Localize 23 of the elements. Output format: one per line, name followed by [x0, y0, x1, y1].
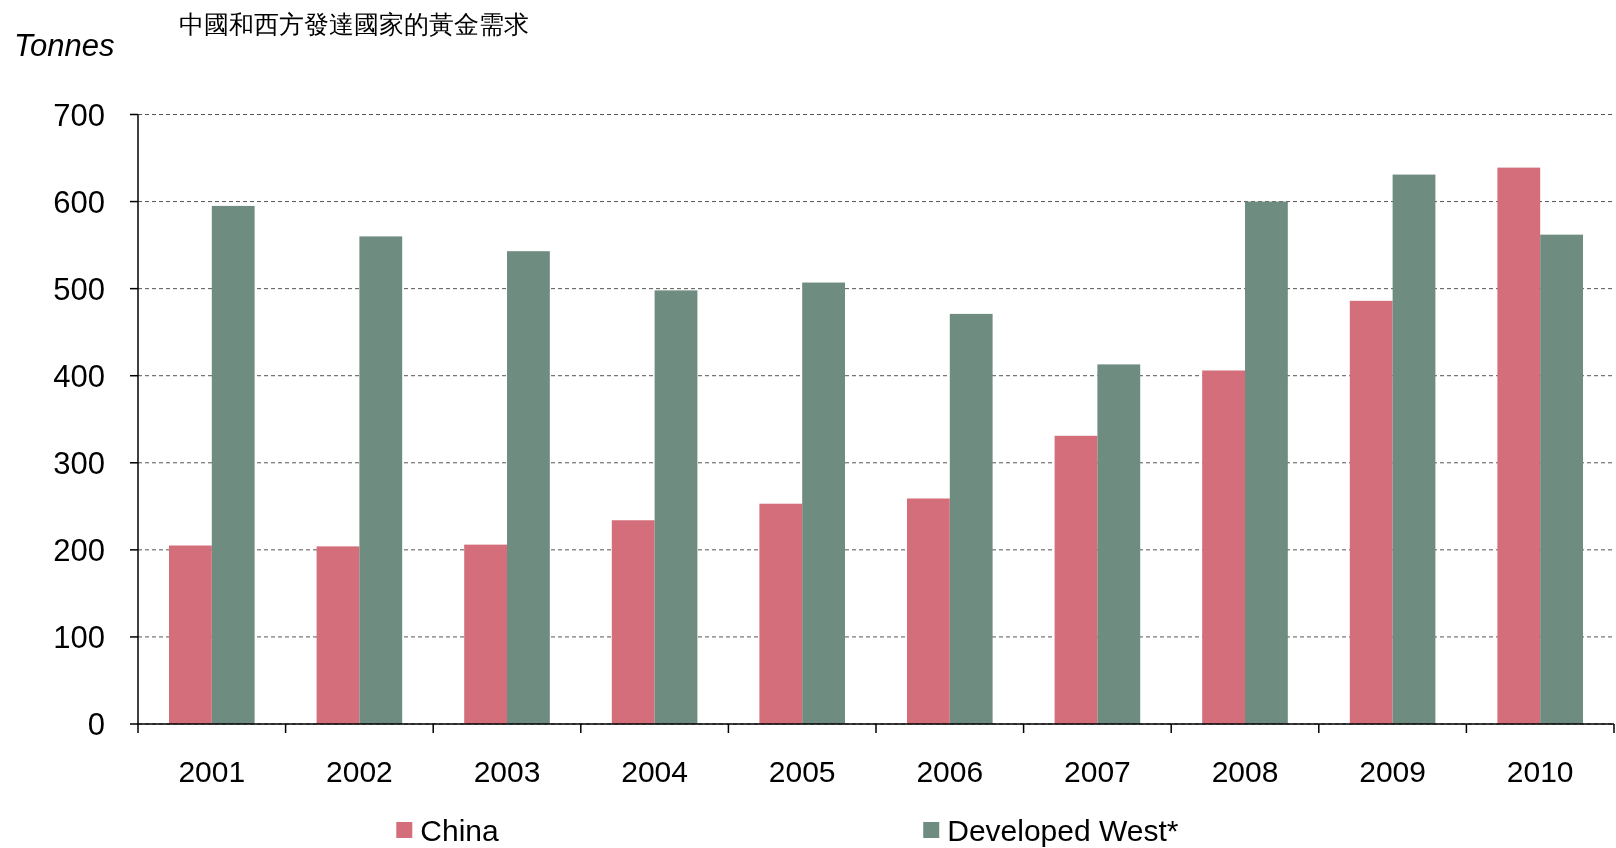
y-tick-label: 500 [53, 271, 105, 307]
y-tick-label: 400 [53, 358, 105, 394]
x-tick-label: 2002 [326, 755, 393, 788]
x-tick-label: 2009 [1359, 755, 1426, 788]
y-tick-label: 600 [53, 184, 105, 220]
legend-label: Developed West* [947, 814, 1179, 847]
ylabel: Tonnes [14, 28, 115, 63]
x-tick-label: 2007 [1064, 755, 1131, 788]
x-tick-label: 2010 [1506, 755, 1574, 788]
y-tick-label: 300 [53, 445, 105, 481]
x-tick-label: 2006 [916, 755, 984, 788]
x-tick-label: 2008 [1211, 755, 1279, 788]
y-tick-label: 200 [53, 532, 105, 568]
x-tick-label: 2005 [768, 755, 836, 788]
title: 中國和西方發達國家的黃金需求 [179, 10, 529, 38]
y-tick-label: 100 [53, 619, 105, 655]
y-tick-label: 0 [87, 707, 105, 742]
legend-label: China [420, 814, 499, 847]
x-tick-label: 2001 [178, 755, 246, 788]
x-tick-label: 2003 [473, 755, 541, 788]
x-tick-label: 2004 [621, 755, 688, 788]
legend: China Developed West* [396, 814, 1179, 847]
y-tick-label: 700 [53, 97, 105, 133]
